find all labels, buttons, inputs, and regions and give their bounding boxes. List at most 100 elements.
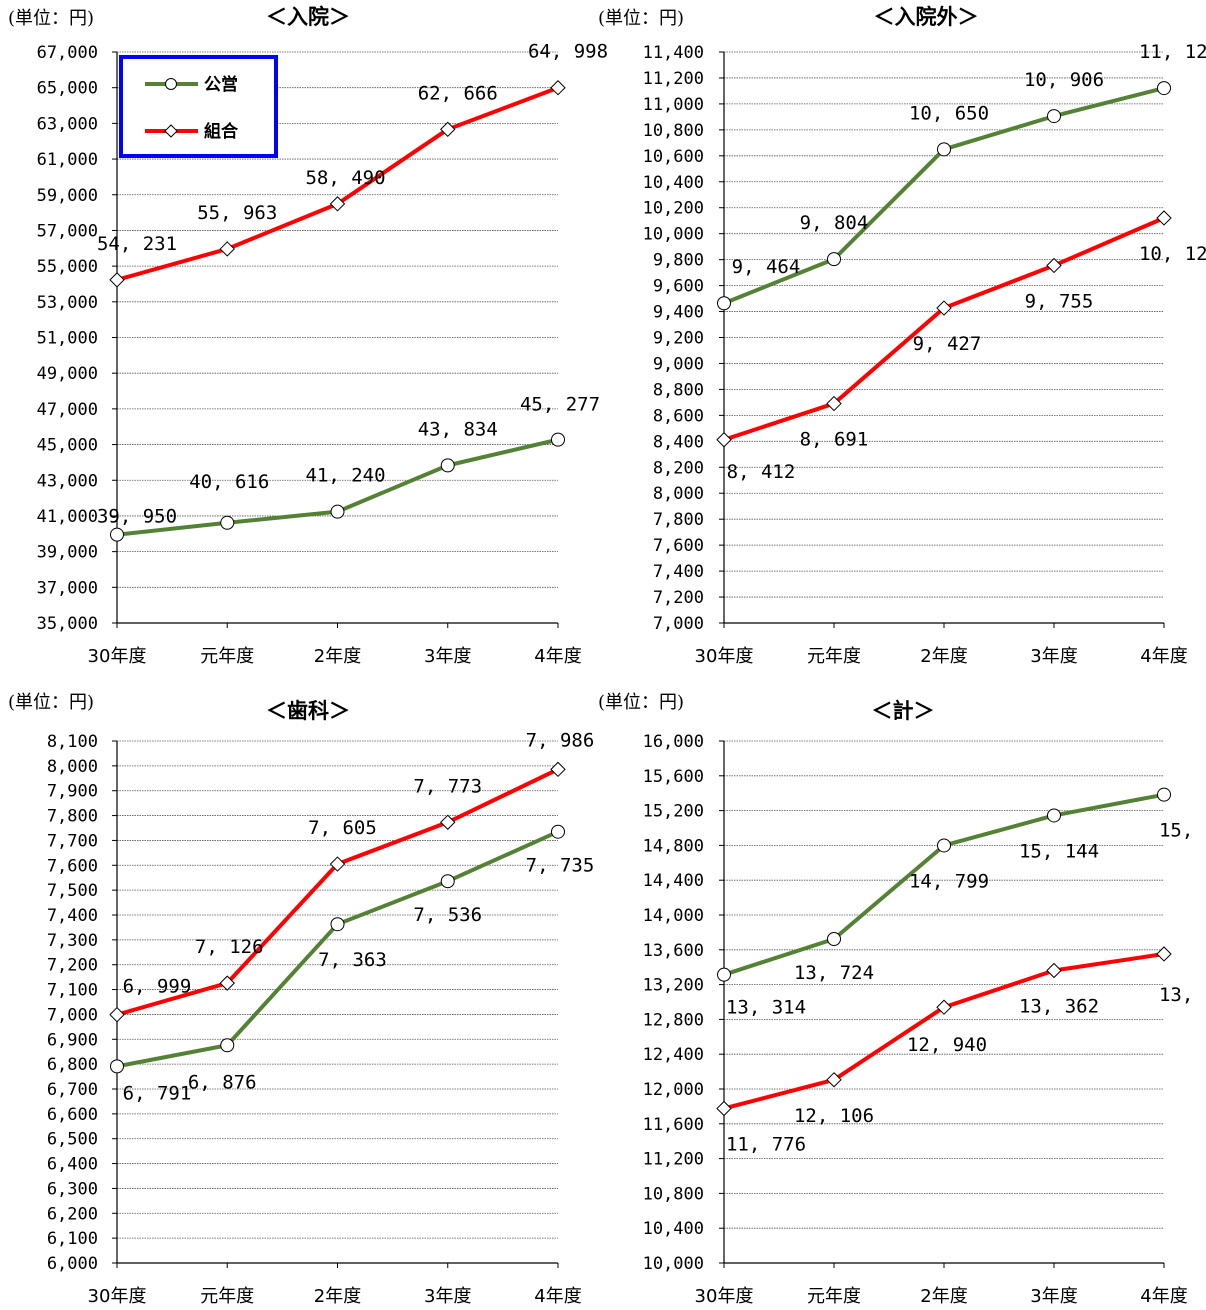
y-tick-label: 10,400 <box>643 173 704 193</box>
x-tick-label: 4年度 <box>534 1286 581 1307</box>
data-label-koei: 13, 724 <box>794 962 874 984</box>
y-tick-label: 11,600 <box>643 1115 704 1135</box>
data-point-kumiai <box>826 1072 842 1088</box>
data-label-koei: 43, 834 <box>418 418 498 440</box>
data-point-koei <box>110 1059 124 1074</box>
x-tick-label: 元年度 <box>807 1286 861 1307</box>
y-tick-label: 7,500 <box>47 881 98 901</box>
y-tick-label: 9,400 <box>653 303 704 323</box>
data-label-koei: 10, 650 <box>909 102 989 124</box>
y-tick-label: 6,100 <box>47 1229 98 1249</box>
y-tick-label: 51,000 <box>37 329 98 349</box>
y-tick-label: 10,200 <box>643 199 704 219</box>
data-point-koei <box>330 917 345 932</box>
x-tick-label: 2年度 <box>920 646 967 667</box>
data-label-kumiai: 9, 755 <box>1025 290 1094 312</box>
x-tick-label: 2年度 <box>314 1286 361 1307</box>
y-tick-label: 6,300 <box>47 1179 98 1199</box>
data-point-koei <box>937 142 951 157</box>
y-tick-label: 7,200 <box>47 956 98 976</box>
y-tick-label: 7,000 <box>653 614 704 634</box>
data-point-kumiai <box>109 1006 125 1023</box>
data-label-kumiai: 8, 691 <box>800 429 869 451</box>
data-point-koei <box>110 527 124 542</box>
y-tick-label: 6,700 <box>47 1080 98 1100</box>
y-tick-label: 7,800 <box>47 807 98 827</box>
y-tick-label: 10,800 <box>643 121 704 141</box>
y-tick-label: 12,800 <box>643 1010 704 1030</box>
y-tick-label: 7,600 <box>653 536 704 556</box>
data-point-koei <box>1047 109 1061 124</box>
data-label-kumiai: 12, 940 <box>907 1034 987 1056</box>
y-tick-label: 8,100 <box>47 732 98 752</box>
data-point-koei <box>827 252 841 267</box>
chart-panel-4: (単位：円) ＜計＞ 10,000 10,400 10,800 11,200 11,600 1… <box>598 692 1206 1307</box>
chart-panel-2: (単位：円) ＜入院外＞ 7,000 7,200 7,400 7,600 7,800 8,00… <box>598 5 1206 667</box>
data-point-kumiai <box>1046 257 1062 274</box>
y-tick-label: 8,600 <box>653 406 704 426</box>
data-point-koei <box>827 932 841 947</box>
data-point-kumiai <box>716 1100 732 1117</box>
x-tick-label: 2年度 <box>920 1286 967 1307</box>
unit-label: (単位：円) <box>598 8 684 29</box>
legend-box <box>119 55 278 158</box>
y-tick-label: 14,000 <box>643 906 704 926</box>
data-label-kumiai: 13, 552 <box>1159 984 1206 1006</box>
x-tick-label: 元年度 <box>807 646 861 667</box>
y-tick-label: 8,000 <box>653 484 704 504</box>
data-point-kumiai <box>1156 210 1172 226</box>
data-label-koei: 6, 876 <box>188 1071 257 1093</box>
data-point-kumiai <box>826 395 842 412</box>
y-tick-label: 55,000 <box>37 257 98 277</box>
data-label-koei: 15, 383 <box>1159 820 1206 842</box>
data-point-kumiai <box>936 999 952 1015</box>
y-tick-label: 7,000 <box>47 1005 98 1025</box>
y-tick-label: 12,400 <box>643 1045 704 1065</box>
data-label-koei: 39, 950 <box>97 506 177 528</box>
y-tick-label: 10,000 <box>643 1254 704 1274</box>
series-line-koei <box>116 437 559 537</box>
series-line-kumiai <box>723 951 1165 1111</box>
data-label-koei: 14, 799 <box>909 870 989 892</box>
data-point-kumiai <box>716 432 732 448</box>
data-point-kumiai <box>550 80 566 96</box>
y-tick-label: 15,200 <box>643 802 704 822</box>
data-point-kumiai <box>936 300 952 316</box>
data-label-kumiai: 7, 986 <box>526 729 595 751</box>
data-point-koei <box>1157 81 1171 96</box>
y-tick-label: 7,300 <box>47 931 98 951</box>
data-label-kumiai: 9, 427 <box>913 333 982 355</box>
y-tick-label: 8,800 <box>653 380 704 400</box>
chart-panel-1: (単位：円) ＜入院＞ 35,000 37,000 39,000 41,000 43,000… <box>8 5 608 667</box>
y-tick-label: 10,000 <box>643 225 704 245</box>
y-tick-label: 9,000 <box>653 354 704 374</box>
y-tick-label: 7,600 <box>47 856 98 876</box>
y-tick-label: 37,000 <box>37 578 98 598</box>
data-label-koei: 9, 464 <box>732 256 801 278</box>
y-tick-label: 43,000 <box>37 471 98 491</box>
data-point-koei <box>717 296 731 311</box>
chart-panel-3: (単位：円) ＜歯科＞ 6,000 6,100 6,200 6,300 6,400 6,500… <box>8 692 594 1307</box>
data-label-kumiai: 13, 362 <box>1019 996 1099 1018</box>
data-label-kumiai: 8, 412 <box>727 461 796 483</box>
x-tick-label: 30年度 <box>88 1286 147 1307</box>
y-tick-label: 7,900 <box>47 782 98 802</box>
data-point-koei <box>220 515 235 530</box>
data-label-kumiai: 11, 776 <box>726 1133 806 1155</box>
data-label-koei: 15, 144 <box>1019 840 1099 862</box>
data-label-kumiai: 12, 106 <box>794 1105 874 1127</box>
legend-label-koei: 公営 <box>204 74 238 95</box>
y-tick-label: 11,200 <box>643 69 704 89</box>
data-label-koei: 45, 277 <box>520 394 600 416</box>
y-tick-label: 8,000 <box>47 757 98 777</box>
data-label-koei: 11, 122 <box>1139 41 1206 63</box>
series-line-kumiai <box>723 216 1165 442</box>
x-tick-label: 4年度 <box>1140 1286 1187 1307</box>
data-point-koei <box>440 458 455 473</box>
y-tick-label: 10,400 <box>643 1219 704 1239</box>
data-point-kumiai <box>1046 962 1062 979</box>
data-point-koei <box>551 432 565 447</box>
y-tick-label: 7,400 <box>47 906 98 926</box>
y-tick-label: 6,000 <box>47 1254 98 1274</box>
x-tick-label: 3年度 <box>424 646 471 667</box>
